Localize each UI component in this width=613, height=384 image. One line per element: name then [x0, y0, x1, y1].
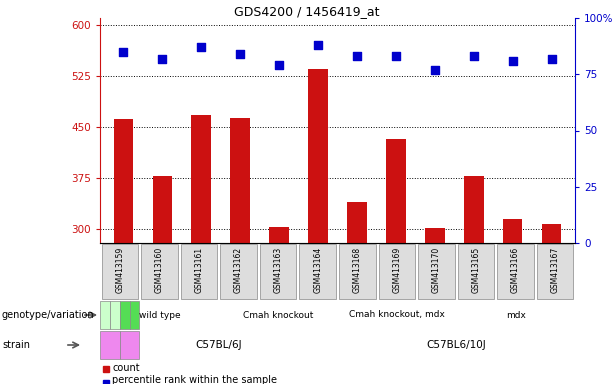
Point [391, 53, 401, 59]
Bar [418, 244, 455, 299]
Bar [537, 244, 573, 299]
Text: Cmah knockout: Cmah knockout [243, 311, 313, 319]
Text: GSM413165: GSM413165 [471, 247, 481, 293]
Bar [300, 244, 336, 299]
Text: GSM413159: GSM413159 [115, 247, 124, 293]
Text: percentile rank within the sample: percentile rank within the sample [112, 375, 277, 384]
Point [196, 44, 206, 50]
Text: GSM413166: GSM413166 [511, 247, 520, 293]
Bar [181, 244, 217, 299]
Text: strain: strain [2, 340, 30, 350]
Bar [425, 228, 444, 243]
Bar [503, 219, 522, 243]
Point [274, 62, 284, 68]
Point [469, 53, 479, 59]
Bar [230, 118, 250, 243]
Bar [191, 115, 211, 243]
Bar [542, 224, 562, 243]
Bar [386, 139, 406, 243]
Point [313, 42, 323, 48]
Bar [120, 301, 129, 329]
Bar [260, 244, 296, 299]
Text: GSM413163: GSM413163 [273, 247, 283, 293]
Point [547, 55, 557, 61]
Bar [110, 301, 120, 329]
Bar [100, 301, 110, 329]
Text: GSM413160: GSM413160 [155, 247, 164, 293]
Bar [113, 119, 133, 243]
Text: GSM413169: GSM413169 [392, 247, 402, 293]
Bar [347, 202, 367, 243]
Point [508, 58, 517, 64]
Text: GSM413162: GSM413162 [234, 247, 243, 293]
Text: GSM413161: GSM413161 [194, 247, 204, 293]
Text: GDS4200 / 1456419_at: GDS4200 / 1456419_at [234, 5, 379, 18]
Text: Cmah knockout, mdx: Cmah knockout, mdx [349, 311, 445, 319]
Bar [339, 244, 376, 299]
Text: count: count [112, 363, 140, 373]
Point [118, 49, 128, 55]
Bar [464, 176, 484, 243]
Bar [130, 301, 140, 329]
Bar [220, 244, 257, 299]
Bar [102, 244, 138, 299]
Bar [379, 244, 415, 299]
Bar [269, 227, 289, 243]
Bar [153, 176, 172, 243]
Bar [458, 244, 494, 299]
Bar [141, 244, 178, 299]
Text: C57BL/6J: C57BL/6J [196, 340, 242, 350]
Point [235, 51, 245, 57]
Text: GSM413168: GSM413168 [353, 247, 362, 293]
Point [430, 67, 440, 73]
Text: GSM413167: GSM413167 [550, 247, 560, 293]
Bar [308, 69, 328, 243]
Bar [100, 331, 120, 359]
Text: genotype/variation: genotype/variation [2, 310, 94, 320]
Text: GSM413170: GSM413170 [432, 247, 441, 293]
Bar [497, 244, 534, 299]
Point [158, 55, 167, 61]
Text: wild type: wild type [139, 311, 180, 319]
Bar [120, 331, 140, 359]
Text: mdx: mdx [506, 311, 525, 319]
Text: GSM413164: GSM413164 [313, 247, 322, 293]
Point [352, 53, 362, 59]
Text: C57BL6/10J: C57BL6/10J [427, 340, 486, 350]
